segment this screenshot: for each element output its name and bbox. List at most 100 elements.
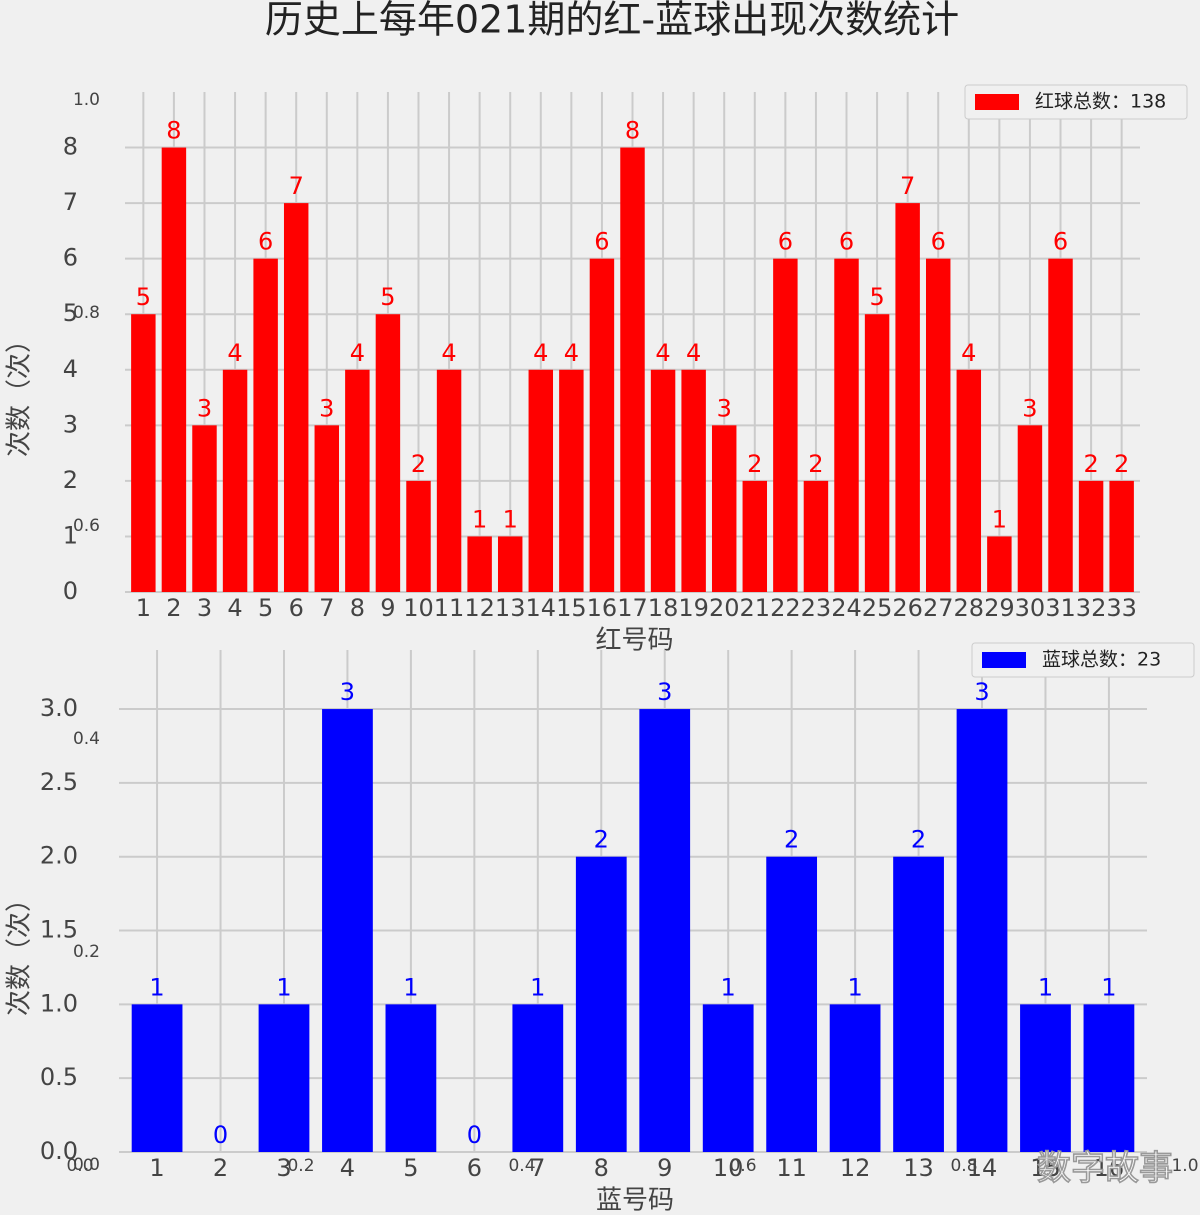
- x-tick-label: 19: [678, 594, 709, 622]
- x-tick-label: 33: [1106, 594, 1137, 622]
- x-tick-label: 27: [923, 594, 954, 622]
- data-label: 3: [717, 394, 732, 422]
- legend-swatch: [982, 652, 1026, 668]
- x-tick-label: 11: [776, 1154, 807, 1182]
- data-label: 6: [931, 228, 946, 256]
- y-axis-label: 次数（次）: [5, 327, 35, 457]
- y-tick-label: 3.0: [40, 694, 78, 722]
- data-label: 3: [319, 394, 334, 422]
- x-tick-label: 14: [967, 1154, 998, 1182]
- bar: [1078, 480, 1104, 592]
- bar: [528, 369, 554, 592]
- bar: [222, 369, 248, 592]
- x-tick-label: 5: [258, 594, 273, 622]
- x-tick-label: 9: [657, 1154, 672, 1182]
- data-label: 6: [594, 228, 609, 256]
- x-tick-label: 32: [1076, 594, 1107, 622]
- data-label: 2: [911, 826, 926, 854]
- bar: [773, 258, 798, 592]
- x-tick-label: 18: [648, 594, 679, 622]
- data-label: 4: [227, 339, 242, 367]
- bg-y-tick-label: 0.6: [73, 516, 100, 536]
- bar: [987, 536, 1012, 592]
- data-label: 4: [441, 339, 456, 367]
- data-label: 2: [1083, 450, 1098, 478]
- data-label: 1: [403, 973, 418, 1001]
- bar: [766, 856, 818, 1152]
- bar: [375, 314, 401, 592]
- bar: [864, 314, 890, 592]
- bar: [650, 369, 676, 592]
- figure-title: 历史上每年021期的红-蓝球出现次数统计: [265, 0, 959, 42]
- bar: [834, 258, 859, 592]
- x-tick-label: 29: [984, 594, 1015, 622]
- data-label: 1: [721, 973, 736, 1001]
- y-tick-label: 2.0: [40, 842, 78, 870]
- data-label: 3: [974, 678, 989, 706]
- data-label: 8: [625, 117, 640, 145]
- data-label: 1: [530, 973, 545, 1001]
- bar: [345, 369, 370, 592]
- data-label: 2: [808, 450, 823, 478]
- y-tick-label: 1.0: [40, 989, 78, 1017]
- x-tick-label: 3: [197, 594, 212, 622]
- bar: [406, 480, 431, 592]
- x-tick-label: 14: [526, 594, 557, 622]
- x-tick-label: 21: [740, 594, 771, 622]
- bar: [589, 258, 615, 592]
- y-tick-label: 6: [63, 244, 78, 272]
- x-tick-label: 12: [464, 594, 495, 622]
- data-label: 1: [1101, 973, 1116, 1001]
- data-label: 1: [503, 505, 518, 533]
- data-label: 3: [1022, 394, 1037, 422]
- x-tick-label: 7: [530, 1154, 545, 1182]
- x-tick-label: 26: [892, 594, 923, 622]
- y-tick-label: 0.5: [40, 1063, 78, 1091]
- data-label: 1: [276, 973, 291, 1001]
- x-tick-label: 16: [587, 594, 618, 622]
- bar: [512, 1004, 564, 1152]
- x-tick-label: 8: [350, 594, 365, 622]
- x-tick-label: 2: [166, 594, 181, 622]
- x-tick-label: 23: [801, 594, 832, 622]
- y-tick-label: 2: [63, 466, 78, 494]
- bg-x-tick-label: 0.0: [66, 1156, 93, 1176]
- data-label: 4: [655, 339, 670, 367]
- x-tick-label: 1: [149, 1154, 164, 1182]
- data-label: 7: [900, 172, 915, 200]
- bar: [956, 369, 982, 592]
- legend-label: 蓝球总数：23: [1042, 649, 1161, 671]
- bar: [925, 258, 951, 592]
- bar: [497, 536, 523, 592]
- x-tick-label: 28: [954, 594, 985, 622]
- bar: [385, 1004, 437, 1152]
- bar: [702, 1004, 754, 1152]
- x-tick-label: 4: [227, 594, 242, 622]
- data-label: 4: [961, 339, 976, 367]
- y-tick-label: 1.5: [40, 916, 78, 944]
- bg-y-tick-label: 0.0: [73, 1155, 100, 1175]
- bar: [895, 203, 920, 592]
- x-tick-label: 7: [319, 594, 334, 622]
- x-tick-label: 10: [713, 1154, 744, 1182]
- bar: [742, 480, 768, 592]
- bar: [711, 425, 737, 592]
- x-tick-label: 17: [617, 594, 648, 622]
- y-tick-label: 1: [63, 521, 78, 549]
- bar: [436, 369, 462, 592]
- data-label: 2: [1114, 450, 1129, 478]
- bar: [258, 1004, 310, 1152]
- bar: [893, 856, 944, 1152]
- x-axis-label: 红号码: [595, 626, 673, 656]
- bar: [322, 709, 373, 1152]
- data-label: 2: [411, 450, 426, 478]
- bg-y-tick-label: 0.2: [73, 942, 100, 962]
- data-label: 1: [149, 973, 164, 1001]
- x-tick-label: 20: [709, 594, 740, 622]
- y-tick-label: 3: [63, 410, 78, 438]
- bar: [131, 1004, 183, 1152]
- bar: [161, 147, 187, 593]
- x-tick-label: 24: [831, 594, 862, 622]
